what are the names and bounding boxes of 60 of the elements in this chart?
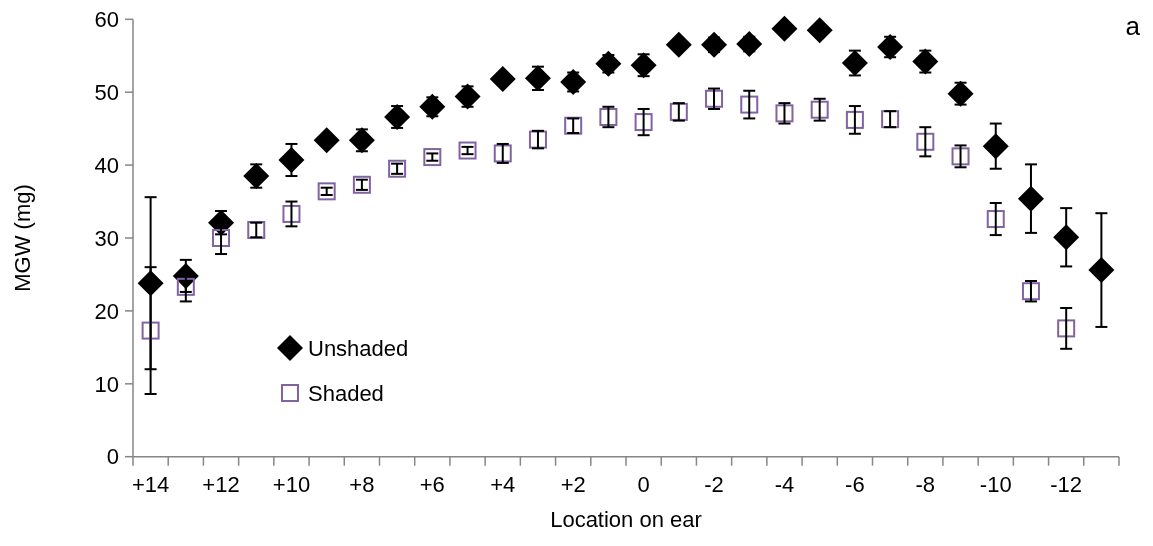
x-tick-label: +6 <box>419 471 445 497</box>
point <box>141 321 160 340</box>
point <box>419 93 446 120</box>
point <box>665 31 692 58</box>
point <box>1017 185 1044 212</box>
point <box>176 277 195 296</box>
x-tick-label: +14 <box>131 471 170 497</box>
x-tick-label: +4 <box>490 471 516 497</box>
point <box>740 95 759 114</box>
x-tick-label: +12 <box>202 471 240 497</box>
y-tick-label: 30 <box>94 225 119 251</box>
point <box>771 15 798 42</box>
point <box>524 65 551 92</box>
y-tick-label: 10 <box>94 371 119 397</box>
point <box>841 50 868 77</box>
x-tick-label: 0 <box>637 471 650 497</box>
legend-label: Unshaded <box>308 335 409 361</box>
point <box>384 103 411 130</box>
point <box>454 83 481 110</box>
point <box>212 229 231 247</box>
x-tick-label: +8 <box>349 471 375 497</box>
point <box>634 113 653 132</box>
point <box>1057 319 1076 338</box>
point <box>489 66 516 93</box>
x-tick-label: -10 <box>979 471 1012 497</box>
point <box>282 204 301 223</box>
point <box>986 210 1005 229</box>
x-tick-label: +10 <box>272 471 311 497</box>
x-axis-title: Location on ear <box>550 506 702 532</box>
point <box>458 141 477 160</box>
point <box>982 133 1009 160</box>
point <box>348 127 375 154</box>
x-tick-label: -8 <box>915 471 936 497</box>
point <box>1088 257 1115 284</box>
x-tick-label: -2 <box>704 471 724 497</box>
x-tick-label: -4 <box>774 471 795 497</box>
y-tick-label: 50 <box>94 79 119 105</box>
point <box>313 127 340 154</box>
point <box>630 52 657 79</box>
x-tick-label: +2 <box>560 471 586 497</box>
point <box>278 147 305 173</box>
point <box>243 163 270 190</box>
point <box>806 17 833 44</box>
y-axis-title: MGW (mg) <box>10 184 35 292</box>
text: a <box>1125 11 1141 41</box>
point <box>916 132 935 151</box>
point <box>947 80 974 107</box>
point <box>423 148 442 167</box>
point <box>912 48 939 75</box>
legend-label: Shaded <box>308 380 384 406</box>
point <box>845 110 864 129</box>
point <box>877 34 904 60</box>
y-tick-label: 20 <box>94 298 119 324</box>
point <box>1053 224 1080 251</box>
y-tick-label: 0 <box>106 444 119 470</box>
x-tick-label: -12 <box>1050 471 1083 497</box>
y-tick-label: 60 <box>94 7 119 32</box>
x-tick-label: -6 <box>845 471 865 497</box>
y-tick-label: 40 <box>94 152 119 178</box>
point <box>317 182 336 201</box>
